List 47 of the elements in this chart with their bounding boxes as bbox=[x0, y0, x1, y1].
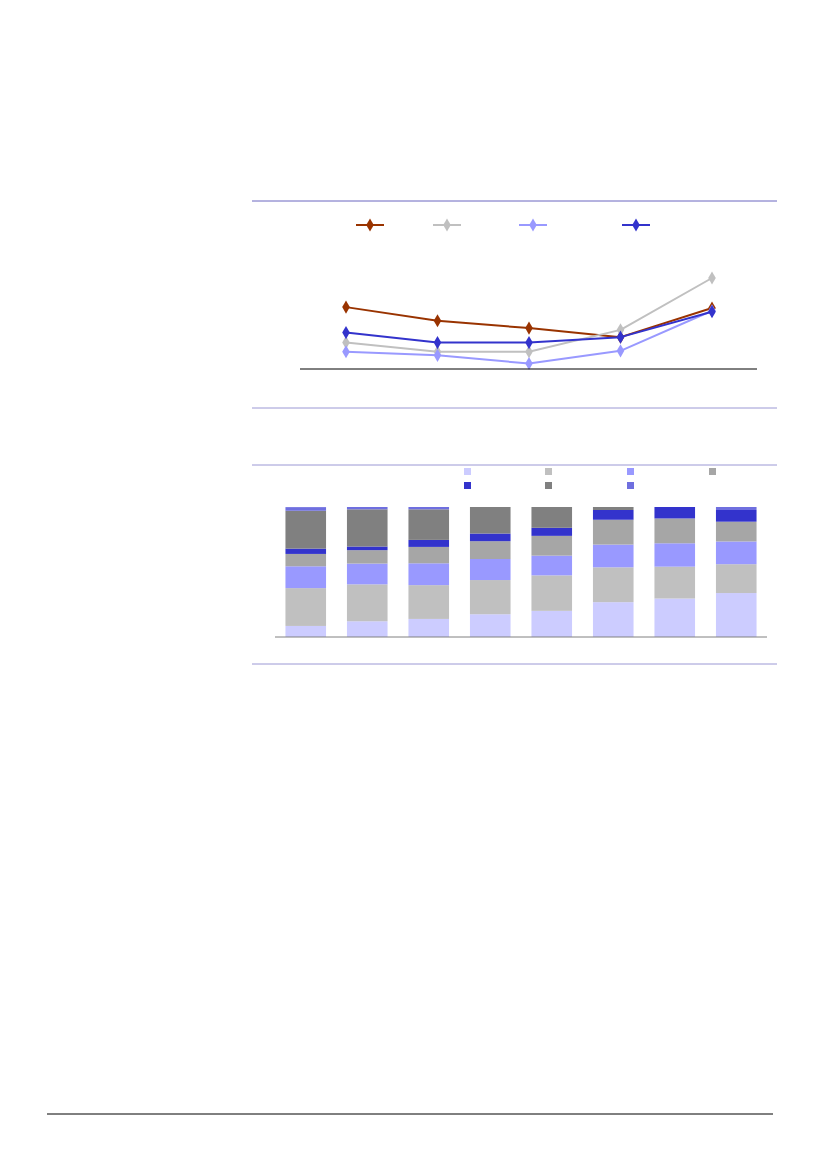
bar bbox=[592, 507, 634, 510]
bar bbox=[531, 610, 573, 637]
bar bbox=[469, 541, 511, 559]
bar bbox=[285, 548, 327, 554]
bar bbox=[346, 509, 388, 547]
bar bbox=[531, 555, 573, 576]
bar bbox=[654, 518, 696, 544]
bar bbox=[469, 533, 511, 542]
bar bbox=[285, 553, 327, 567]
bar bbox=[408, 539, 450, 547]
bar bbox=[346, 584, 388, 622]
bar bbox=[654, 566, 696, 599]
bar bbox=[592, 544, 634, 568]
bar bbox=[408, 546, 450, 564]
bar bbox=[715, 521, 757, 542]
bar bbox=[592, 519, 634, 545]
bar bbox=[592, 567, 634, 603]
bar bbox=[715, 509, 757, 522]
bar bbox=[715, 564, 757, 594]
bar bbox=[346, 621, 388, 637]
bar bbox=[285, 507, 327, 511]
bar bbox=[715, 541, 757, 565]
bar bbox=[285, 566, 327, 589]
bar bbox=[592, 602, 634, 637]
bar bbox=[408, 509, 450, 540]
bar bbox=[654, 507, 696, 519]
bar bbox=[408, 585, 450, 619]
bar bbox=[346, 550, 388, 564]
bar bbox=[469, 559, 511, 581]
bar bbox=[531, 507, 573, 528]
bar bbox=[654, 598, 696, 637]
bar bbox=[285, 510, 327, 549]
bar bbox=[654, 543, 696, 567]
bar bbox=[531, 535, 573, 556]
bar bbox=[285, 588, 327, 626]
bar bbox=[346, 563, 388, 585]
bar bbox=[715, 507, 757, 510]
bar bbox=[469, 507, 511, 534]
bar bbox=[531, 527, 573, 536]
bar bbox=[408, 618, 450, 637]
bar bbox=[469, 614, 511, 637]
bar bbox=[285, 625, 327, 637]
bar bbox=[715, 593, 757, 637]
bar bbox=[531, 575, 573, 611]
bar bbox=[469, 580, 511, 615]
bar bbox=[408, 563, 450, 586]
bar bbox=[592, 509, 634, 520]
